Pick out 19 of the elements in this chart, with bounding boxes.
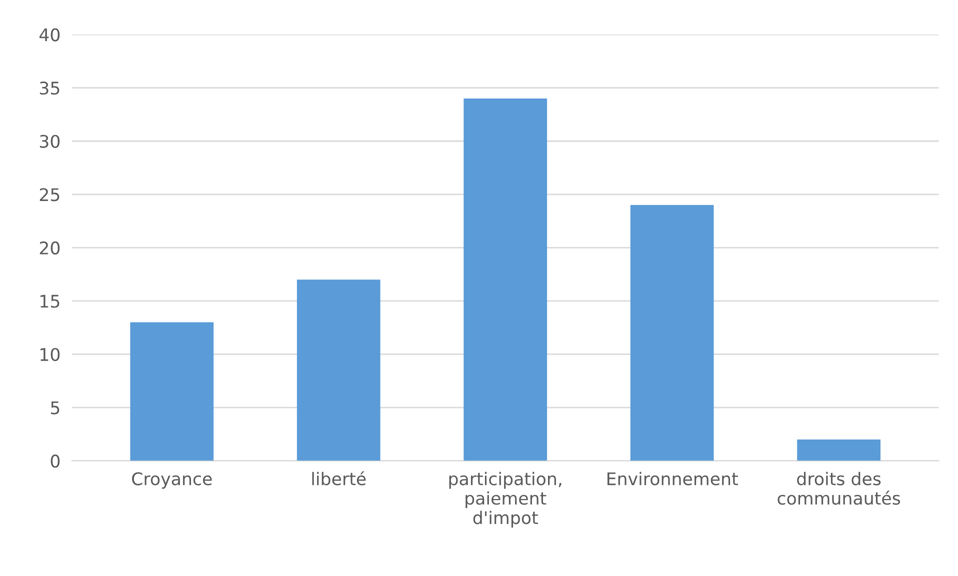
- y-tick-label: 15: [40, 294, 60, 308]
- y-tick-label: 0: [50, 454, 60, 468]
- y-tick-label: 10: [40, 348, 60, 362]
- y-tick-label: 20: [40, 241, 60, 255]
- y-tick-label: 35: [40, 82, 60, 95]
- x-tick-label: liberté: [312, 471, 366, 486]
- bar: [464, 98, 548, 461]
- x-tick-label: droits des communautés: [778, 472, 900, 505]
- x-tick-label: Environnement: [608, 472, 738, 486]
- x-tick-label: participation, paiement d'impot: [449, 472, 562, 528]
- y-tick-label: 30: [40, 134, 60, 148]
- x-tick-label: Croyance: [132, 472, 212, 489]
- y-tick-label: 25: [40, 188, 60, 202]
- bar: [130, 322, 214, 461]
- y-tick-label: 40: [39, 28, 60, 42]
- bar: [797, 439, 880, 461]
- bar: [296, 280, 380, 461]
- y-tick-label: 5: [51, 401, 60, 414]
- bar: [630, 205, 714, 461]
